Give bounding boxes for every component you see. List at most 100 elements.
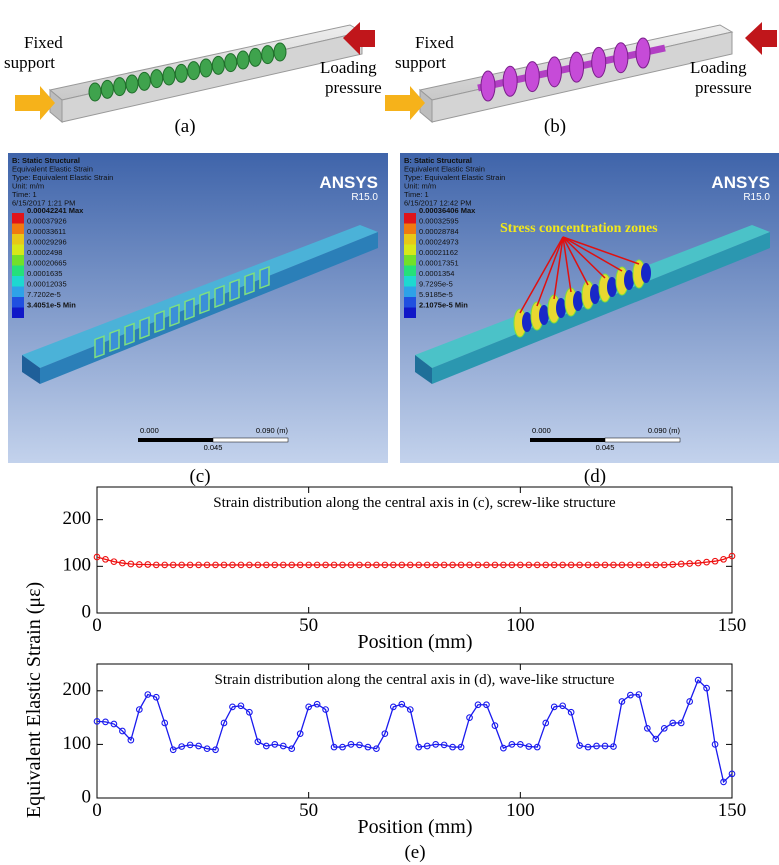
legend-swatch xyxy=(404,213,416,224)
data-point xyxy=(262,561,270,569)
legend-swatch xyxy=(404,255,416,266)
legend-label: 0.00036406 Max xyxy=(419,206,476,215)
data-point xyxy=(135,706,143,713)
data-point xyxy=(601,742,609,750)
annotation-arrow xyxy=(562,236,572,293)
data-point xyxy=(576,561,583,569)
data-point xyxy=(593,561,600,569)
data-point xyxy=(305,561,313,569)
data-point xyxy=(220,561,228,569)
data-point xyxy=(212,561,219,569)
legend-label: 0.00029296 xyxy=(27,237,67,246)
data-point xyxy=(313,700,321,708)
stress-core xyxy=(641,263,651,283)
wave-bulge xyxy=(635,37,651,69)
data-point xyxy=(440,741,448,749)
scale-bar-light xyxy=(604,437,681,443)
sim-header: Equivalent Elastic Strain xyxy=(404,165,485,174)
screw-thread xyxy=(100,79,114,99)
y-tick-label: 200 xyxy=(63,508,92,529)
strain-patch xyxy=(109,328,120,353)
data-point xyxy=(711,557,719,565)
data-point xyxy=(262,742,270,750)
data-point xyxy=(635,691,643,698)
data-point xyxy=(254,561,262,569)
y-tick-label: 200 xyxy=(63,679,92,700)
x-tick-label: 100 xyxy=(506,800,535,821)
legend-label: 0.0001635 xyxy=(27,269,62,278)
legend-label: 9.7295e-5 xyxy=(419,279,453,288)
data-point xyxy=(584,561,592,569)
data-point xyxy=(601,561,609,569)
data-point xyxy=(643,561,651,569)
data-point xyxy=(152,561,160,569)
screw-thread xyxy=(248,47,262,67)
data-point xyxy=(279,561,287,569)
data-point xyxy=(542,719,550,727)
support-label: support xyxy=(4,53,55,72)
data-point xyxy=(279,742,287,750)
data-point xyxy=(533,743,541,751)
data-point xyxy=(271,741,279,748)
data-point xyxy=(271,561,279,569)
arrow-fixed xyxy=(15,86,55,120)
data-point xyxy=(584,743,592,751)
data-point xyxy=(466,561,473,569)
x-axis-label: Position (mm) xyxy=(357,816,472,838)
stress-annotation: Stress concentration zones xyxy=(500,221,658,236)
legend-swatch xyxy=(12,286,24,297)
data-point xyxy=(161,561,169,569)
data-point xyxy=(389,561,397,569)
data-point xyxy=(229,561,236,569)
sim-header: Type: Equivalent Elastic Strain xyxy=(12,173,113,182)
data-point xyxy=(652,561,660,569)
data-point xyxy=(720,555,727,563)
annotation-arrow xyxy=(519,236,564,314)
data-point xyxy=(347,741,355,748)
annotation-arrow xyxy=(536,236,564,307)
data-point xyxy=(119,727,126,735)
data-point xyxy=(508,561,516,569)
data-point xyxy=(406,561,414,569)
legend-swatch xyxy=(404,276,416,287)
data-point xyxy=(398,700,406,708)
strain-patch xyxy=(259,265,270,290)
data-point xyxy=(169,746,177,754)
legend-label: 0.00033611 xyxy=(27,227,66,236)
data-point xyxy=(389,703,397,711)
data-point xyxy=(195,561,202,569)
data-point xyxy=(288,745,296,753)
data-point xyxy=(381,730,389,738)
data-point xyxy=(669,561,677,568)
legend-swatch xyxy=(404,297,416,308)
stress-core xyxy=(573,291,583,311)
sim-header: Unit: m/m xyxy=(404,182,436,191)
data-point xyxy=(567,708,575,716)
data-point xyxy=(610,743,617,750)
x-tick-label: 50 xyxy=(299,615,318,636)
screw-thread xyxy=(174,63,188,83)
data-point xyxy=(406,706,414,713)
data-point xyxy=(398,561,406,569)
x-tick-label: 100 xyxy=(506,615,535,636)
data-point xyxy=(423,561,431,569)
scale-label: 0.000 xyxy=(532,426,551,435)
data-point xyxy=(203,561,211,569)
data-point xyxy=(93,553,101,561)
strain-patch xyxy=(229,278,240,302)
data-point xyxy=(373,745,380,753)
data-point xyxy=(339,561,346,569)
data-point xyxy=(720,778,727,786)
data-point xyxy=(373,561,380,569)
load-label: pressure xyxy=(325,78,382,97)
panel-label: (c) xyxy=(189,466,210,487)
data-point xyxy=(415,743,423,751)
wave-bulge xyxy=(569,51,585,83)
data-point xyxy=(660,724,668,732)
sim-header: Type: Equivalent Elastic Strain xyxy=(404,173,505,182)
screw-thread xyxy=(150,69,164,89)
data-point xyxy=(627,561,634,569)
legend-label: 0.00037926 xyxy=(27,216,67,225)
data-point xyxy=(610,561,617,569)
data-point xyxy=(483,561,490,569)
